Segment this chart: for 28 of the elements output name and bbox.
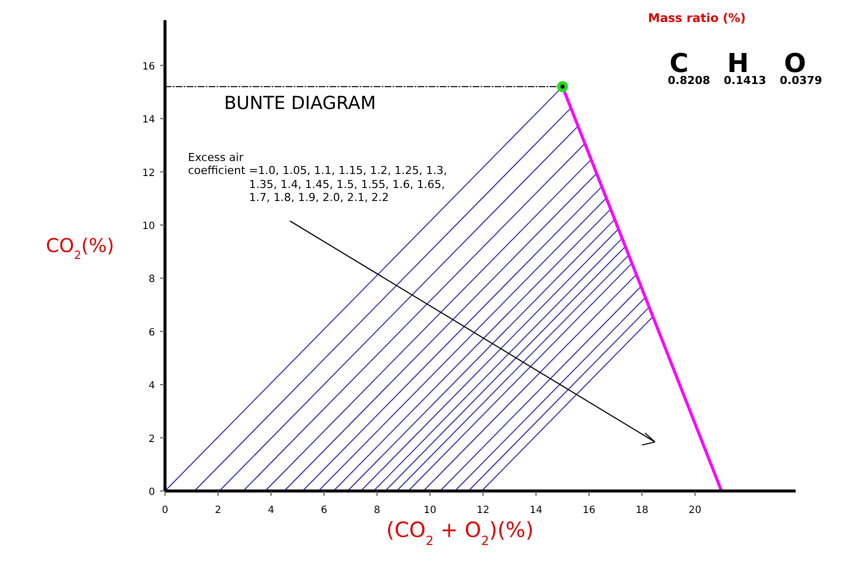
y-axis-title: CO$_{2}$(%) (46, 235, 114, 262)
x-tick-label: 10 (424, 505, 436, 516)
annotation: Excess air (188, 151, 244, 164)
y-tick-label: 12 (142, 168, 155, 179)
y-tick-label: 16 (142, 61, 155, 72)
annotation: 1.35, 1.4, 1.45, 1.5, 1.55, 1.6, 1.65, (249, 178, 445, 191)
x-tick-label: 14 (530, 505, 542, 516)
x-tick-label: 6 (320, 505, 328, 516)
x-tick-label: 20 (688, 505, 702, 516)
text: BUNTE DIAGRAM (224, 93, 376, 114)
x-axis-title: (CO$_{2}$ + O$_{2}$)(%) (386, 518, 534, 548)
y-tick-label: 14 (142, 114, 155, 126)
y-tick-label: 10 (142, 221, 155, 232)
y-tick-label: 4 (148, 380, 155, 392)
y-tick-label: 6 (148, 327, 155, 338)
x-tick-label: 12 (476, 505, 490, 516)
x-tick-label: 16 (582, 505, 596, 516)
x-tick-label: 8 (374, 505, 380, 516)
annotation: coefficient =1.0, 1.05, 1.1, 1.15, 1.2, 1.25, 1.3, (188, 164, 447, 177)
y-tick-label: 8 (148, 274, 155, 286)
x-tick-label: 18 (636, 505, 648, 516)
x-tick-label: 0 (162, 505, 168, 516)
y-tick-label: 2 (148, 434, 155, 445)
x-tick-label: 4 (268, 505, 274, 516)
annotation: Mass ratio (%) (648, 11, 746, 25)
annotation: 1.7, 1.8, 1.9, 2.0, 2.1, 2.2 (249, 191, 389, 204)
y-tick-label: 0 (148, 487, 155, 498)
x-tick-label: 2 (214, 505, 222, 516)
